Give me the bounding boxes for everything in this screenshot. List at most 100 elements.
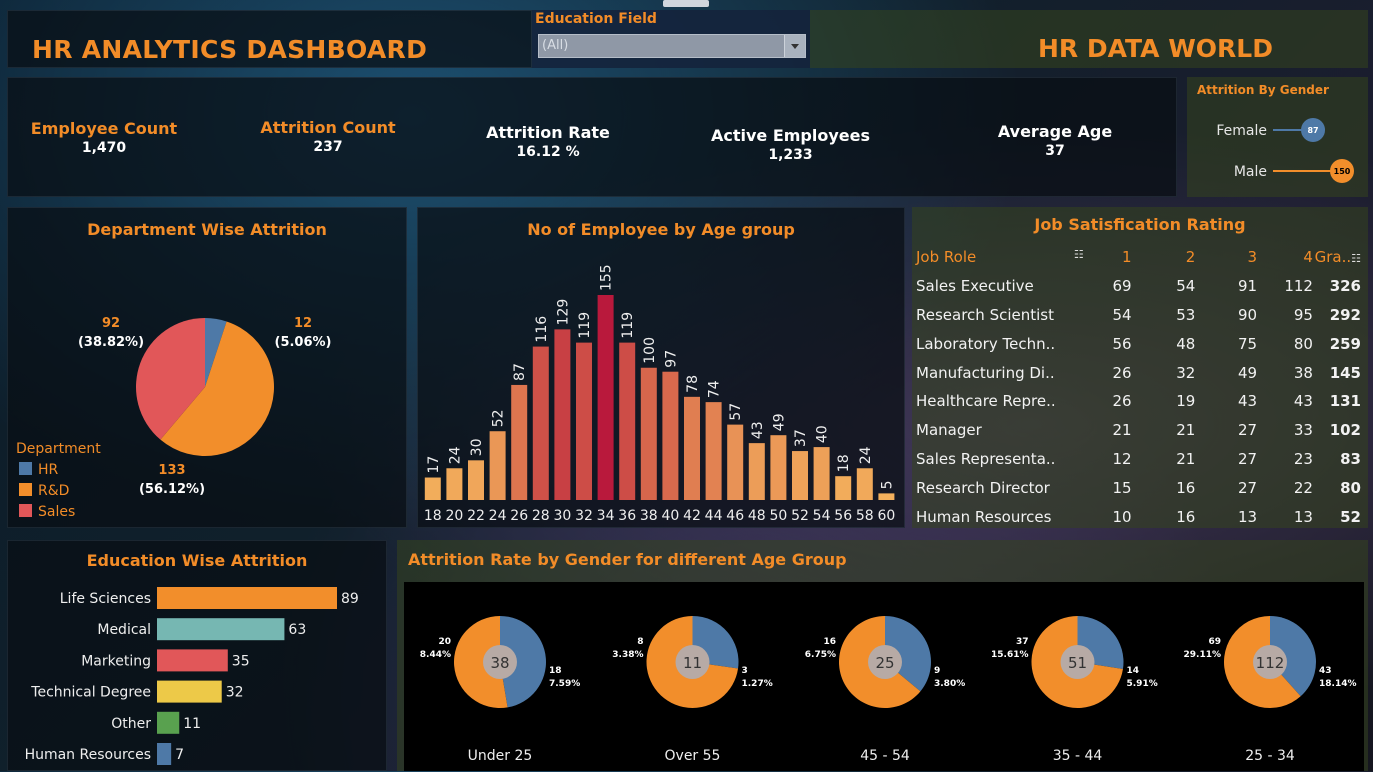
column-header[interactable]: Job Role ☷ <box>916 248 1084 267</box>
kpi-attrition-rate: Attrition Rate 16.12 % <box>473 123 623 160</box>
age-data-label: 129 <box>555 299 571 326</box>
table-row[interactable]: Manager 21 21 27 33 102 <box>916 416 1361 445</box>
value-cell: 259 <box>1329 334 1361 353</box>
value-cell: 145 <box>1329 363 1361 382</box>
edu-value-label: 7 <box>175 747 184 763</box>
edu-bar <box>157 618 285 641</box>
age-data-label: 18 <box>836 454 852 472</box>
value-cell: 15 <box>1112 478 1132 497</box>
table-row[interactable]: Laboratory Techn.. 56 48 75 80 259 <box>916 329 1361 358</box>
gender-label: Male <box>1234 164 1267 180</box>
age-tick-label: 50 <box>769 508 787 524</box>
department-attrition-panel: Department Wise Attrition 12 (5.06%) 133 (5… <box>7 207 407 528</box>
age-bar <box>619 342 636 500</box>
value-cell: 48 <box>1176 334 1196 353</box>
legend-label: Sales <box>38 504 75 520</box>
table-row[interactable]: Research Scientist 54 53 90 95 292 <box>916 301 1361 330</box>
pie-slice <box>205 318 227 387</box>
donut-center <box>675 645 710 679</box>
edu-category-label: Medical <box>97 622 151 638</box>
edu-title: Education Wise Attrition <box>86 551 308 570</box>
gender-dot <box>1330 159 1354 183</box>
age-bar <box>878 493 895 500</box>
table-row[interactable]: Manufacturing Di.. 26 32 49 38 145 <box>916 358 1361 387</box>
age-tick-label: 28 <box>532 508 550 524</box>
edu-bar <box>157 711 180 734</box>
age-data-label: 116 <box>534 316 550 343</box>
table-row[interactable]: Sales Executive 69 54 91 112 326 <box>916 272 1361 301</box>
age-data-label: 43 <box>750 421 766 439</box>
age-bar <box>554 329 571 500</box>
kpi-label: Attrition Rate <box>486 123 610 142</box>
column-header[interactable]: 1 <box>1122 248 1132 267</box>
male-count-label: 20 <box>438 637 451 647</box>
sort-icon[interactable]: ☷ <box>1073 248 1084 262</box>
pie-value-label: 92 <box>102 316 120 331</box>
role-cell: Healthcare Repre.. <box>916 392 1056 411</box>
column-header[interactable]: Gra..☷ <box>1314 248 1361 267</box>
pie-value-label: 12 <box>294 316 312 331</box>
filter-label: Education Field <box>535 11 657 27</box>
age-bar <box>446 468 463 500</box>
donut-total: 51 <box>1068 654 1087 672</box>
value-cell: 21 <box>1176 421 1196 440</box>
table-row[interactable]: Research Director 15 16 27 22 80 <box>916 473 1361 502</box>
age-data-label: 119 <box>577 312 593 339</box>
age-tick-label: 22 <box>467 508 485 524</box>
chevron-down-icon[interactable] <box>784 35 805 57</box>
value-cell: 38 <box>1293 363 1313 382</box>
edu-value-label: 35 <box>232 653 250 669</box>
age-bar <box>597 295 614 500</box>
age-tick-label: 24 <box>489 508 507 524</box>
age-data-label: 5 <box>879 480 895 489</box>
legend-label: HR <box>38 462 59 478</box>
donut-male-slice <box>454 616 508 708</box>
male-pct-label: 15.61% <box>991 650 1029 660</box>
kpi-panel: Employee Count 1,470 Attrition Count 237… <box>7 77 1177 197</box>
kpi-value: 1,470 <box>81 140 127 156</box>
value-cell: 91 <box>1238 277 1258 296</box>
value-cell: 69 <box>1112 277 1132 296</box>
column-header[interactable]: 4 <box>1303 248 1313 267</box>
value-cell: 90 <box>1238 305 1258 324</box>
value-cell: 27 <box>1238 421 1258 440</box>
value-cell: 49 <box>1238 363 1258 382</box>
column-header[interactable]: 3 <box>1247 248 1258 267</box>
value-cell: 19 <box>1176 392 1196 411</box>
age-bar <box>662 371 679 500</box>
age-bar <box>468 460 484 500</box>
value-cell: 27 <box>1238 449 1258 468</box>
edu-value-label: 63 <box>288 622 306 638</box>
donut-center <box>1060 645 1095 679</box>
table-row[interactable]: Human Resources 10 16 13 13 52 <box>916 502 1361 531</box>
column-header[interactable]: 2 <box>1185 248 1196 267</box>
value-cell: 80 <box>1293 334 1313 353</box>
sort-icon[interactable]: ☷ <box>1351 252 1361 266</box>
female-count-label: 18 <box>549 666 562 676</box>
resize-handle[interactable] <box>663 0 709 7</box>
gender-age-panel: Attrition Rate by Gender for different A… <box>397 540 1368 771</box>
edu-bar <box>157 680 222 703</box>
age-tick-label: 46 <box>726 508 744 524</box>
value-cell: 22 <box>1293 478 1313 497</box>
age-bar <box>770 435 787 500</box>
table-row[interactable]: Sales Representa.. 12 21 27 23 83 <box>916 445 1361 474</box>
education-field-filter: Education Field (All) <box>532 10 810 68</box>
dropdown-value: (All) <box>542 38 569 53</box>
table-row[interactable]: Healthcare Repre.. 26 19 43 43 131 <box>916 387 1361 416</box>
education-field-dropdown[interactable]: (All) <box>538 34 806 58</box>
value-cell: 16 <box>1176 478 1196 497</box>
donut-female-slice <box>500 616 546 708</box>
age-group-label: 35 - 44 <box>1053 748 1103 764</box>
age-data-label: 57 <box>728 403 744 421</box>
department-pie-chart: 12 (5.06%) 133 (56.12%) 92 (38.82%) Department… <box>16 316 331 520</box>
value-cell: 292 <box>1329 305 1361 324</box>
role-cell: Human Resources <box>916 507 1052 526</box>
age-group-label: 25 - 34 <box>1245 748 1295 764</box>
value-cell: 54 <box>1112 305 1132 324</box>
kpi-value: 1,233 <box>768 147 813 163</box>
kpi-active-employees: Active Employees 1,233 <box>703 126 878 163</box>
age-bar <box>640 367 657 500</box>
age-bar <box>813 447 830 500</box>
age-bar <box>511 384 528 500</box>
